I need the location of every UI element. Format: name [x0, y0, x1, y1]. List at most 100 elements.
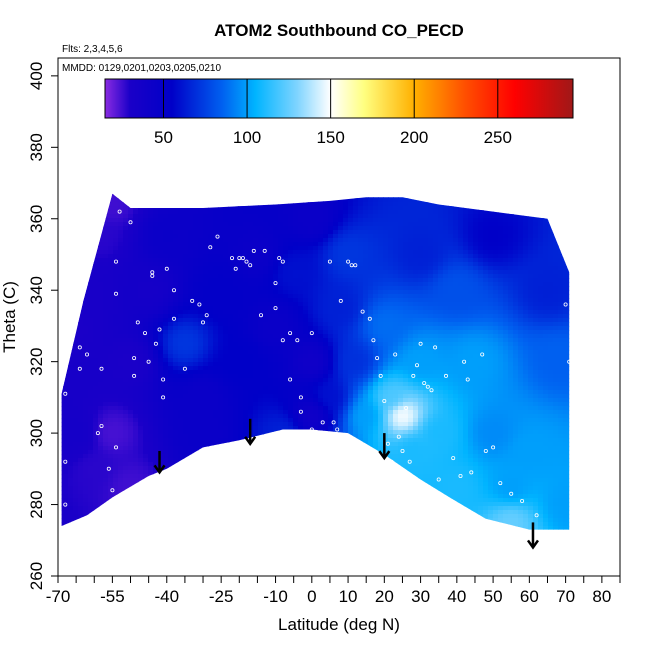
heatmap-cell	[133, 282, 139, 287]
heatmap-cell	[93, 426, 99, 431]
heatmap-cell	[183, 486, 189, 491]
heatmap-cell	[58, 186, 64, 191]
heatmap-cell	[243, 198, 249, 203]
heatmap-cell	[108, 562, 114, 567]
heatmap-cell	[223, 254, 229, 259]
heatmap-cell	[68, 430, 74, 435]
heatmap-cell	[188, 134, 194, 139]
heatmap-cell	[158, 458, 164, 463]
heatmap-cell	[93, 102, 99, 107]
heatmap-cell	[123, 394, 129, 399]
heatmap-cell	[233, 374, 239, 379]
heatmap-cell	[123, 158, 129, 163]
heatmap-cell	[178, 126, 184, 131]
heatmap-cell	[188, 446, 194, 451]
heatmap-cell	[153, 502, 159, 507]
heatmap-cell	[218, 494, 224, 499]
heatmap-cell	[138, 193, 144, 195]
heatmap-cell	[213, 230, 219, 235]
heatmap-cell	[123, 438, 129, 443]
heatmap-cell	[78, 90, 84, 95]
heatmap-cell	[228, 514, 234, 519]
heatmap-cell	[93, 78, 99, 83]
heatmap-cell	[153, 278, 159, 283]
heatmap-cell	[63, 266, 69, 271]
heatmap-cell	[93, 198, 99, 203]
heatmap-cell	[203, 346, 209, 351]
heatmap-cell	[203, 422, 209, 427]
heatmap-cell	[138, 134, 144, 139]
heatmap-cell	[233, 330, 239, 335]
heatmap-cell	[158, 58, 164, 63]
heatmap-cell	[143, 370, 149, 375]
heatmap-cell	[193, 542, 199, 547]
heatmap-cell	[98, 266, 104, 271]
heatmap-cell	[178, 274, 184, 279]
heatmap-cell	[143, 414, 149, 419]
heatmap-cell	[208, 442, 214, 447]
heatmap-cell	[148, 362, 154, 367]
heatmap-cell	[58, 150, 64, 155]
heatmap-cell	[218, 246, 224, 251]
heatmap-cell	[173, 314, 179, 319]
heatmap-cell	[223, 62, 229, 67]
heatmap-cell	[243, 62, 249, 67]
heatmap-cell	[133, 326, 139, 331]
heatmap-cell	[198, 370, 204, 375]
heatmap-cell	[98, 58, 104, 63]
heatmap-cell	[83, 154, 89, 159]
heatmap-cell	[61, 406, 64, 411]
heatmap-cell	[198, 406, 204, 411]
heatmap-cell	[213, 390, 219, 395]
heatmap-cell	[118, 370, 124, 375]
heatmap-cell	[143, 350, 149, 355]
heatmap-cell	[143, 302, 149, 307]
heatmap-cell	[218, 130, 224, 135]
heatmap-cell	[113, 186, 119, 191]
heatmap-cell	[173, 386, 179, 391]
heatmap-cell	[233, 202, 239, 207]
heatmap-cell	[98, 314, 104, 319]
heatmap-cell	[158, 414, 164, 419]
heatmap-cell	[83, 518, 89, 523]
heatmap-cell	[168, 266, 174, 271]
heatmap-cell	[193, 306, 199, 311]
heatmap-cell	[163, 462, 169, 467]
heatmap-cell	[238, 534, 244, 539]
heatmap-cell	[63, 554, 69, 559]
heatmap-cell	[148, 502, 154, 507]
heatmap-cell	[98, 410, 104, 415]
heatmap-cell	[238, 366, 244, 371]
heatmap-cell	[193, 74, 199, 79]
heatmap-cell	[243, 238, 249, 243]
heatmap-cell	[168, 74, 174, 79]
heatmap-cell	[218, 430, 224, 435]
heatmap-cell	[213, 554, 219, 559]
heatmap-cell	[98, 390, 104, 395]
heatmap-cell	[233, 506, 239, 511]
heatmap-cell	[233, 74, 239, 79]
heatmap-cell	[218, 386, 224, 391]
heatmap-cell	[128, 150, 134, 155]
heatmap-cell	[73, 370, 79, 375]
heatmap-cell	[178, 306, 184, 311]
heatmap-cell	[63, 330, 69, 335]
heatmap-cell	[178, 438, 184, 443]
heatmap-cell	[238, 514, 244, 519]
heatmap-cell	[153, 386, 159, 391]
heatmap-cell	[203, 262, 209, 267]
heatmap-cell	[138, 122, 144, 127]
heatmap-cell	[238, 274, 244, 279]
heatmap-cell	[233, 454, 239, 459]
heatmap-cell	[183, 374, 189, 379]
heatmap-cell	[193, 258, 199, 263]
heatmap-cell	[123, 446, 129, 451]
heatmap-cell	[208, 446, 214, 451]
heatmap-cell	[238, 566, 244, 571]
heatmap-cell	[233, 530, 239, 535]
heatmap-cell	[218, 338, 224, 343]
heatmap-cell	[61, 222, 64, 227]
heatmap-cell	[78, 438, 84, 443]
heatmap-cell	[188, 222, 194, 227]
heatmap-cell	[118, 466, 124, 471]
